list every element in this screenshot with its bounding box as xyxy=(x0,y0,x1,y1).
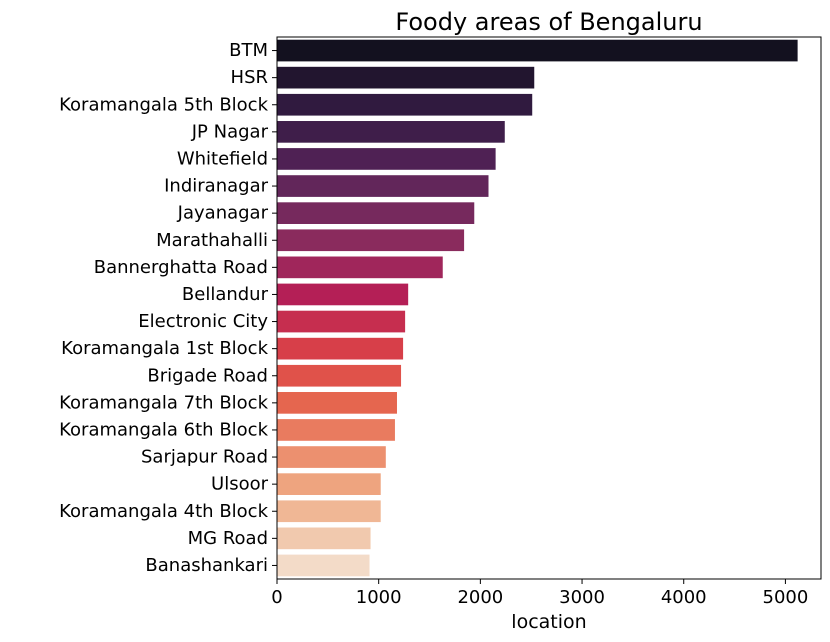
x-axis: 0 1000 2000 3000 4000 5000 xyxy=(271,579,808,608)
y-tick-label: Koramangala 5th Block xyxy=(59,94,268,115)
bar xyxy=(277,283,409,306)
bar xyxy=(277,39,798,62)
y-tick-label: Bannerghatta Road xyxy=(94,257,268,278)
x-tick-label: 2000 xyxy=(457,587,503,608)
y-tick-label: HSR xyxy=(231,67,268,88)
x-tick-label: 0 xyxy=(271,587,282,608)
bar xyxy=(277,175,489,197)
chart-title: Foody areas of Bengaluru xyxy=(395,8,702,36)
y-tick-label: Bellandur xyxy=(182,284,269,305)
y-tick-label: Marathahalli xyxy=(156,230,268,251)
plot-frame xyxy=(276,36,822,580)
x-tick-label: 4000 xyxy=(661,587,707,608)
bar xyxy=(277,364,402,387)
bar xyxy=(277,446,386,468)
y-tick-label: Indiranagar xyxy=(164,176,268,197)
x-tick-label: 1000 xyxy=(356,587,402,608)
x-tick-label: 5000 xyxy=(763,587,809,608)
bar xyxy=(277,419,395,441)
y-tick-label: Koramangala 4th Block xyxy=(59,501,268,522)
bar xyxy=(277,392,397,414)
bar xyxy=(277,337,404,360)
y-tick-label: Electronic City xyxy=(138,311,268,332)
y-tick-label: JP Nagar xyxy=(191,121,269,142)
bar xyxy=(277,93,533,116)
bar xyxy=(277,121,505,143)
y-tick-label: Koramangala 7th Block xyxy=(59,392,268,413)
x-tick-label: 3000 xyxy=(559,587,605,608)
bar xyxy=(277,66,535,89)
y-tick-label: Koramangala 6th Block xyxy=(59,419,268,440)
y-tick-label: MG Road xyxy=(188,528,268,549)
bar xyxy=(277,256,443,279)
bars-group xyxy=(277,39,798,577)
bar xyxy=(277,148,496,170)
bar xyxy=(277,473,381,495)
y-tick-label: Ulsoor xyxy=(211,474,269,495)
x-axis-label: location xyxy=(511,611,586,633)
y-tick-label: Whitefield xyxy=(177,148,268,169)
y-tick-label: Koramangala 1st Block xyxy=(61,338,268,359)
bar xyxy=(277,554,370,577)
y-tick-label: Banashankari xyxy=(145,555,268,576)
bar xyxy=(277,202,475,224)
bar xyxy=(277,527,371,550)
bar xyxy=(277,500,381,523)
y-tick-label: BTM xyxy=(229,40,268,61)
y-axis: BTM HSR Koramangala 5th Block JP Nagar White… xyxy=(59,40,277,576)
bar xyxy=(277,229,465,252)
y-tick-label: Brigade Road xyxy=(147,365,268,386)
y-tick-label: Sarjapur Road xyxy=(141,447,268,468)
bar xyxy=(277,310,406,333)
y-tick-label: Jayanagar xyxy=(177,203,269,224)
